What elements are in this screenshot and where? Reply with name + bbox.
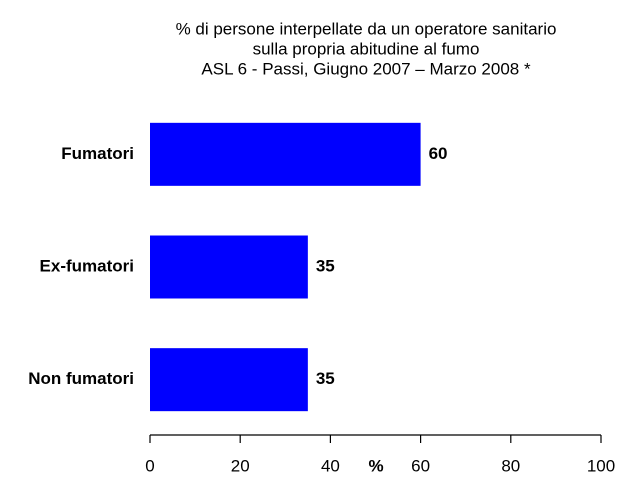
chart-title: sulla propria abitudine al fumo <box>253 39 480 58</box>
chart-title: % di persone interpellate da un operator… <box>176 19 557 38</box>
x-tick-label: 60 <box>411 456 430 475</box>
data-label: 60 <box>429 144 448 163</box>
x-tick-label: 40 <box>321 456 340 475</box>
bar <box>150 235 308 299</box>
y-tick-label: Non fumatori <box>28 369 134 388</box>
x-tick-label: 20 <box>231 456 250 475</box>
x-tick-label: 80 <box>501 456 520 475</box>
x-tick-label: 0 <box>145 456 154 475</box>
x-axis-label: % <box>368 456 383 475</box>
data-label: 35 <box>316 256 335 275</box>
bar <box>150 348 308 412</box>
x-tick-label: 100 <box>587 456 615 475</box>
y-tick-label: Ex-fumatori <box>40 256 134 275</box>
data-label: 35 <box>316 369 335 388</box>
bar <box>150 122 421 186</box>
y-tick-label: Fumatori <box>61 144 134 163</box>
chart-title: ASL 6 - Passi, Giugno 2007 – Marzo 2008 … <box>201 59 531 78</box>
